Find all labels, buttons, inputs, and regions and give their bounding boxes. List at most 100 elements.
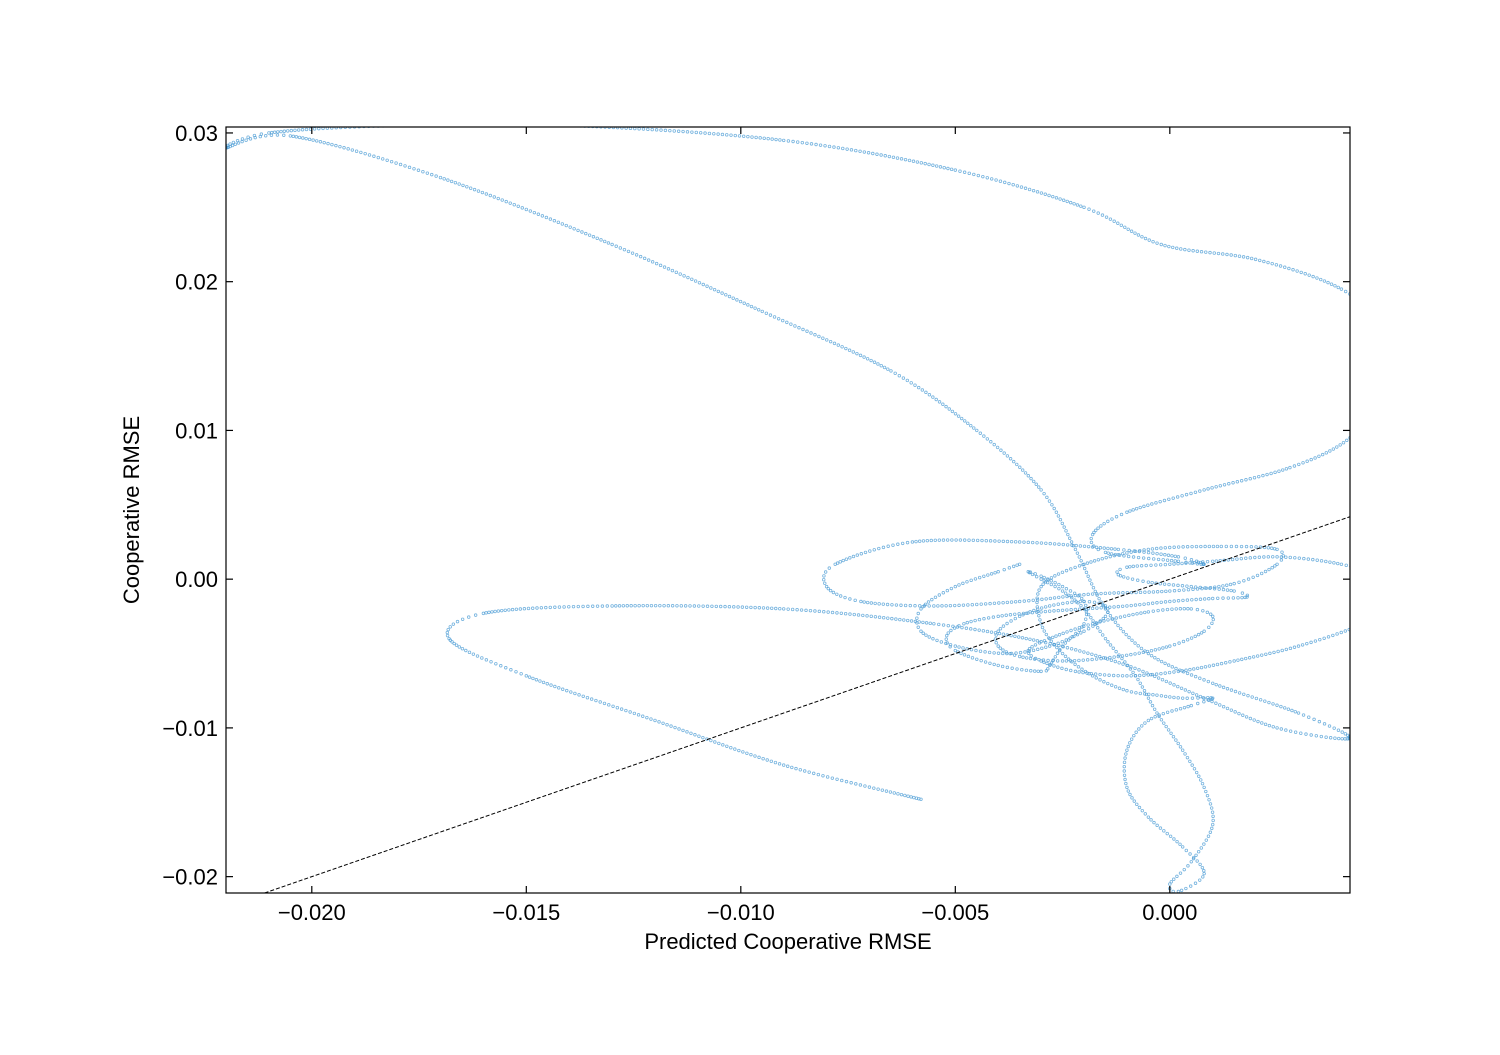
data-point	[573, 691, 577, 696]
data-point	[1276, 649, 1280, 654]
data-point	[1180, 561, 1184, 566]
data-point	[975, 602, 979, 607]
data-point	[1008, 651, 1012, 656]
data-point	[1089, 560, 1093, 564]
data-point	[1219, 661, 1224, 666]
data-point	[996, 570, 1000, 574]
data-point	[1193, 490, 1198, 494]
data-point	[1331, 633, 1335, 638]
data-point	[1339, 630, 1343, 635]
data-point	[1000, 664, 1005, 669]
data-point	[1165, 710, 1170, 714]
data-point	[1225, 583, 1229, 587]
data-point	[641, 127, 646, 131]
data-point	[1128, 792, 1132, 797]
data-point	[504, 123, 507, 126]
data-point	[1061, 601, 1065, 606]
data-point	[1202, 700, 1206, 704]
data-point	[822, 574, 826, 578]
data-point	[915, 621, 919, 625]
data-point	[330, 142, 334, 147]
data-point	[1272, 547, 1277, 551]
data-point	[1090, 657, 1094, 662]
data-point	[828, 588, 833, 593]
data-point	[933, 595, 938, 599]
data-point	[595, 127, 599, 129]
data-point	[799, 608, 804, 612]
data-point	[1339, 562, 1344, 566]
data-point	[1082, 629, 1086, 633]
data-point	[1108, 655, 1112, 660]
data-point	[1146, 815, 1151, 819]
data-point	[467, 650, 472, 655]
data-point	[927, 162, 931, 167]
data-point	[1094, 621, 1098, 625]
data-point	[1170, 554, 1174, 558]
data-point	[817, 609, 822, 614]
data-point	[1258, 545, 1263, 549]
data-point	[1159, 552, 1163, 556]
data-point	[1122, 773, 1127, 777]
data-point	[1075, 551, 1080, 555]
data-point	[1127, 613, 1131, 618]
data-point	[1000, 614, 1004, 618]
data-point	[975, 428, 979, 433]
data-point	[1128, 667, 1133, 671]
data-point	[858, 353, 863, 358]
data-point	[1244, 715, 1249, 719]
data-point	[1069, 668, 1073, 673]
data-point	[1027, 599, 1031, 603]
data-point	[1077, 670, 1081, 674]
y-tick-label: 0.00	[175, 567, 218, 592]
data-point	[1044, 645, 1048, 649]
data-point	[1248, 716, 1253, 721]
data-point	[1047, 193, 1051, 198]
data-point	[1044, 632, 1049, 637]
data-point	[326, 141, 330, 146]
data-point	[1001, 601, 1005, 605]
data-point	[400, 127, 402, 128]
data-point	[1112, 655, 1116, 659]
data-point	[886, 367, 890, 371]
data-point	[688, 604, 692, 608]
data-point	[1064, 568, 1069, 573]
data-point	[1140, 235, 1144, 239]
data-point	[1189, 860, 1193, 864]
data-point	[564, 127, 565, 128]
data-point	[901, 376, 906, 380]
data-point	[1193, 881, 1198, 885]
data-point	[1153, 715, 1157, 719]
data-point	[1096, 547, 1100, 552]
data-point	[1090, 545, 1095, 549]
data-point	[438, 123, 441, 126]
data-point	[742, 301, 746, 305]
data-point	[1328, 449, 1332, 453]
data-point	[915, 616, 919, 620]
data-point	[1066, 593, 1071, 598]
y-tick-label: 0.01	[175, 418, 218, 443]
data-point	[868, 549, 872, 553]
data-point	[1039, 669, 1043, 674]
data-point	[1296, 644, 1301, 648]
data-point	[1169, 731, 1173, 736]
data-point	[1263, 569, 1268, 574]
data-point	[1306, 557, 1311, 561]
data-point	[545, 682, 549, 686]
data-point	[1163, 694, 1168, 699]
data-point	[1199, 250, 1204, 254]
data-point	[1019, 185, 1024, 189]
data-point	[1208, 586, 1212, 591]
data-point	[1221, 252, 1225, 256]
data-point	[1070, 635, 1074, 639]
data-point	[996, 651, 1001, 655]
data-point	[466, 123, 469, 126]
data-point	[1158, 582, 1162, 586]
data-point	[812, 771, 816, 776]
data-point	[915, 160, 920, 164]
data-point	[1082, 593, 1086, 597]
data-point	[1191, 587, 1195, 592]
data-point	[1211, 814, 1215, 819]
data-point	[941, 402, 945, 406]
data-point	[1314, 734, 1319, 738]
data-point	[996, 614, 1000, 619]
